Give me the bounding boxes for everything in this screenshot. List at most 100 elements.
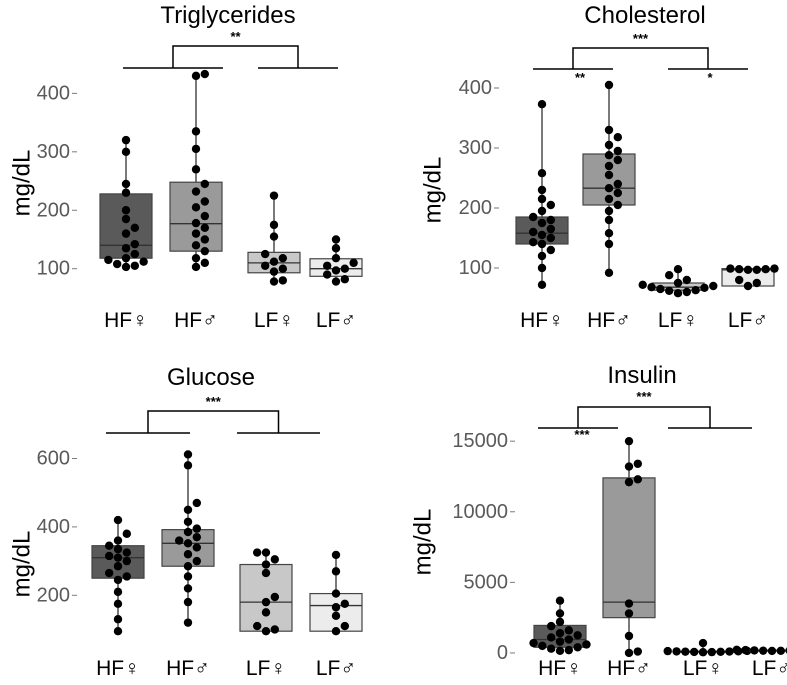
data-point xyxy=(537,169,547,178)
significance-label: ** xyxy=(230,29,241,44)
y-tick-label: 200 xyxy=(37,584,70,606)
data-point xyxy=(604,125,614,135)
data-point xyxy=(624,599,634,608)
data-point xyxy=(604,161,614,171)
data-point xyxy=(139,257,148,266)
data-point xyxy=(537,251,547,261)
x-tick-label: LF♂ xyxy=(752,657,787,680)
data-point xyxy=(121,229,131,238)
data-point xyxy=(734,265,744,274)
data-point xyxy=(613,188,623,198)
data-point xyxy=(752,265,762,274)
data-point xyxy=(200,211,210,221)
data-point xyxy=(113,515,123,525)
data-point xyxy=(691,286,700,295)
data-point xyxy=(340,275,350,284)
data-point xyxy=(269,220,279,230)
data-point xyxy=(743,265,753,274)
y-axis-label: mg/dL xyxy=(9,531,36,598)
data-point xyxy=(183,461,193,470)
data-point xyxy=(682,275,692,285)
data-point xyxy=(537,185,547,195)
data-point xyxy=(604,239,614,249)
data-point xyxy=(555,628,565,638)
chart-title: Triglycerides xyxy=(160,2,295,29)
data-point xyxy=(734,275,744,285)
data-point xyxy=(529,638,538,648)
data-point xyxy=(546,200,556,210)
data-point xyxy=(624,648,634,658)
data-point xyxy=(104,551,114,561)
data-point xyxy=(689,647,699,657)
data-point xyxy=(113,562,123,571)
y-tick-label: 10000 xyxy=(452,501,508,523)
data-point xyxy=(546,215,556,225)
data-point xyxy=(331,277,341,286)
data-point xyxy=(261,560,271,569)
data-point xyxy=(200,258,210,268)
data-point xyxy=(613,179,623,189)
data-point xyxy=(537,194,547,204)
data-point xyxy=(104,568,114,578)
data-point xyxy=(537,206,547,216)
data-point xyxy=(260,261,270,270)
data-point xyxy=(183,527,193,537)
data-point xyxy=(183,572,193,581)
data-point xyxy=(122,548,132,557)
data-point xyxy=(192,524,202,533)
y-tick-label: 100 xyxy=(459,257,492,279)
data-point xyxy=(113,575,123,585)
data-point xyxy=(555,646,565,656)
data-point xyxy=(664,271,674,280)
y-tick-label: 400 xyxy=(37,82,70,104)
data-point xyxy=(122,556,132,566)
data-point xyxy=(555,609,565,618)
data-point xyxy=(278,264,288,273)
data-point xyxy=(331,611,341,621)
x-tick-label: LF♂ xyxy=(728,309,768,332)
y-tick-label: 0 xyxy=(497,642,508,664)
data-point xyxy=(656,284,665,294)
data-point xyxy=(613,200,623,210)
data-point xyxy=(113,553,123,562)
data-point xyxy=(604,140,614,150)
x-tick-label: HF♀ xyxy=(520,309,564,332)
data-point xyxy=(624,462,634,471)
data-point xyxy=(183,550,193,559)
data-point xyxy=(130,261,140,270)
data-point xyxy=(604,80,614,90)
data-point xyxy=(278,253,288,263)
data-point xyxy=(726,264,735,273)
data-point xyxy=(200,246,210,256)
data-point xyxy=(130,249,140,259)
data-point xyxy=(767,646,777,656)
data-point xyxy=(191,71,201,81)
y-tick-label: 400 xyxy=(459,77,492,99)
x-tick-label: HF♀ xyxy=(96,657,140,680)
data-point xyxy=(537,218,547,228)
data-point xyxy=(122,529,132,538)
data-point xyxy=(113,599,123,609)
data-point xyxy=(191,218,201,228)
data-point xyxy=(776,646,786,656)
data-point xyxy=(673,278,683,288)
data-point xyxy=(191,187,201,196)
data-point xyxy=(564,626,574,635)
x-tick-label: HF♂ xyxy=(587,309,631,332)
data-point xyxy=(709,281,718,291)
significance-label: * xyxy=(707,70,713,85)
x-tick-label: LF♀ xyxy=(254,309,294,332)
data-point xyxy=(528,212,538,222)
bracket-connector xyxy=(172,45,299,68)
data-point xyxy=(750,646,759,655)
data-point xyxy=(113,544,123,554)
x-tick-label: HF♀ xyxy=(538,657,582,680)
data-point xyxy=(113,615,123,624)
data-point xyxy=(252,621,262,631)
data-point xyxy=(555,596,565,605)
data-point xyxy=(743,281,753,291)
data-point xyxy=(604,194,614,204)
data-point xyxy=(331,235,341,244)
